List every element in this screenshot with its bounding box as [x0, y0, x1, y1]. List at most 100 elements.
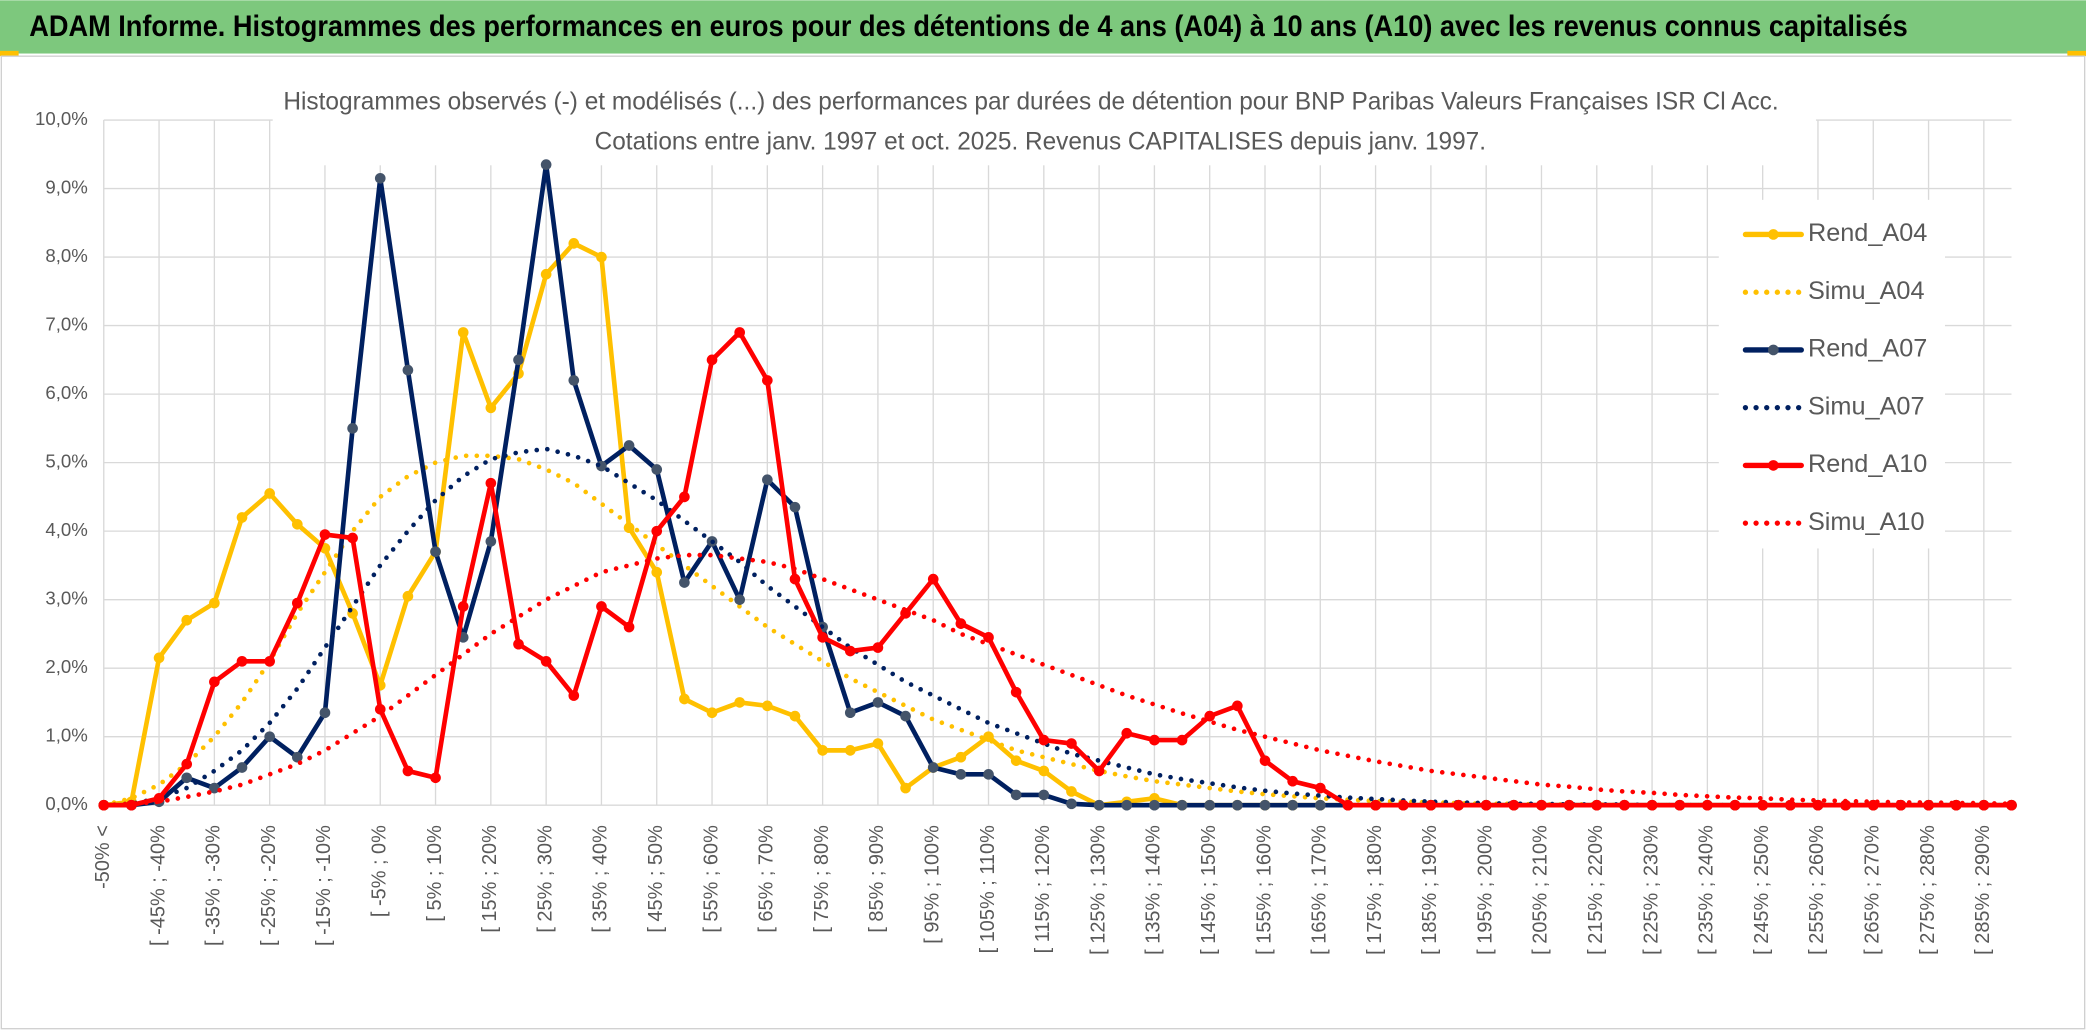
point	[679, 491, 690, 503]
point	[734, 594, 745, 605]
point	[402, 765, 414, 777]
point	[1204, 710, 1216, 722]
x-tick-label: [ 25% ; 30%	[534, 825, 556, 933]
point	[1812, 799, 1824, 811]
point	[844, 645, 856, 657]
legend-label: Simu_A04	[1808, 277, 1925, 305]
point	[679, 693, 690, 705]
point	[291, 518, 303, 530]
point	[762, 375, 773, 386]
point	[955, 769, 967, 780]
series-line	[101, 446, 2014, 808]
point	[540, 159, 552, 170]
chart-title: Histogrammes observés (-) et modélisés (…	[283, 87, 1778, 115]
point	[1757, 799, 1768, 811]
plot: 0,0% 1,0% 2,0% 3,0% 4,0% 5,0% 6,0% 7,0% 8,0% 9,0%…	[35, 82, 2017, 955]
point	[900, 782, 911, 794]
point	[209, 597, 220, 609]
point	[872, 642, 884, 653]
header-bar	[0, 0, 2086, 54]
y-tick-label: 5,0%	[45, 451, 87, 472]
point	[651, 525, 663, 537]
point	[485, 536, 497, 547]
point	[457, 601, 469, 612]
x-tick-label: [ 125% ; 130%	[1087, 825, 1109, 955]
legend-bg	[1718, 199, 1945, 549]
point	[209, 676, 220, 688]
point	[1619, 799, 1630, 811]
point	[1370, 799, 1381, 811]
x-tick-label: [ 245% ; 250%	[1751, 825, 1773, 955]
point	[1536, 799, 1547, 811]
y-tick-label: 3,0%	[45, 588, 87, 609]
point	[1480, 799, 1492, 811]
x-tick-label: [ 225% ; 230%	[1640, 825, 1662, 955]
y-tick-label: 10,0%	[35, 108, 88, 129]
x-tick-label: [ 155% ; 160%	[1253, 825, 1275, 955]
legend-marker	[1768, 229, 1779, 240]
legend-label: Simu_A07	[1808, 392, 1925, 420]
x-tick-label: [ 35% ; 40%	[590, 825, 612, 933]
point	[209, 782, 220, 794]
x-tick-label: [ 175% ; 180%	[1364, 825, 1386, 955]
point	[236, 762, 248, 773]
point	[789, 573, 801, 585]
point	[1204, 799, 1216, 811]
point	[844, 745, 856, 756]
point	[1840, 799, 1851, 811]
point	[568, 690, 580, 701]
x-tick-label: [ 195% ; 200%	[1474, 825, 1496, 955]
point	[236, 512, 248, 523]
point	[872, 697, 884, 708]
point	[181, 614, 193, 626]
point	[181, 772, 193, 784]
point	[1010, 755, 1022, 766]
y-tick-label: 1,0%	[45, 725, 87, 746]
point	[1729, 799, 1741, 811]
point	[1010, 789, 1022, 801]
x-tick-label: [ 15% ; 20%	[479, 825, 501, 933]
x-tick-label: [ 275% ; 280%	[1917, 825, 1939, 955]
point	[872, 738, 884, 749]
point	[955, 751, 967, 763]
point	[1425, 799, 1437, 811]
point	[264, 731, 275, 742]
point	[1342, 799, 1354, 811]
y-tick-label: 9,0%	[45, 176, 87, 197]
x-tick-label: [ 85% ; 90%	[866, 825, 888, 933]
point	[1066, 738, 1077, 749]
point	[1232, 700, 1243, 712]
point	[927, 762, 939, 773]
point	[789, 710, 801, 722]
point	[1093, 799, 1105, 811]
x-tick-label: [ 95% ; 100%	[921, 825, 943, 944]
header-title: ADAM Informe. Histogrammes des performan…	[29, 11, 1907, 43]
point	[1591, 799, 1603, 811]
y-tick-label: 0,0%	[45, 793, 87, 814]
legend-label: Simu_A10	[1808, 508, 1925, 536]
point	[1563, 799, 1575, 811]
point	[1314, 782, 1326, 794]
point	[1121, 799, 1133, 811]
point	[1176, 799, 1188, 811]
point	[153, 652, 165, 664]
point	[651, 566, 663, 578]
point	[347, 532, 358, 544]
x-tick-label: [ 255% ; 260%	[1806, 825, 1828, 955]
x-tick-label: [ 45% ; 50%	[645, 825, 667, 933]
point	[1149, 799, 1160, 811]
point	[430, 772, 441, 784]
point	[374, 172, 386, 184]
point	[1287, 799, 1298, 811]
point	[623, 621, 635, 633]
point	[1038, 789, 1050, 801]
point	[319, 707, 331, 719]
point	[291, 597, 303, 609]
point	[1259, 799, 1271, 811]
point	[762, 700, 773, 712]
point	[817, 745, 828, 756]
x-tick-label: [ 265% ; 270%	[1862, 825, 1884, 955]
point	[513, 638, 524, 650]
point	[983, 769, 994, 780]
point	[1010, 686, 1022, 698]
